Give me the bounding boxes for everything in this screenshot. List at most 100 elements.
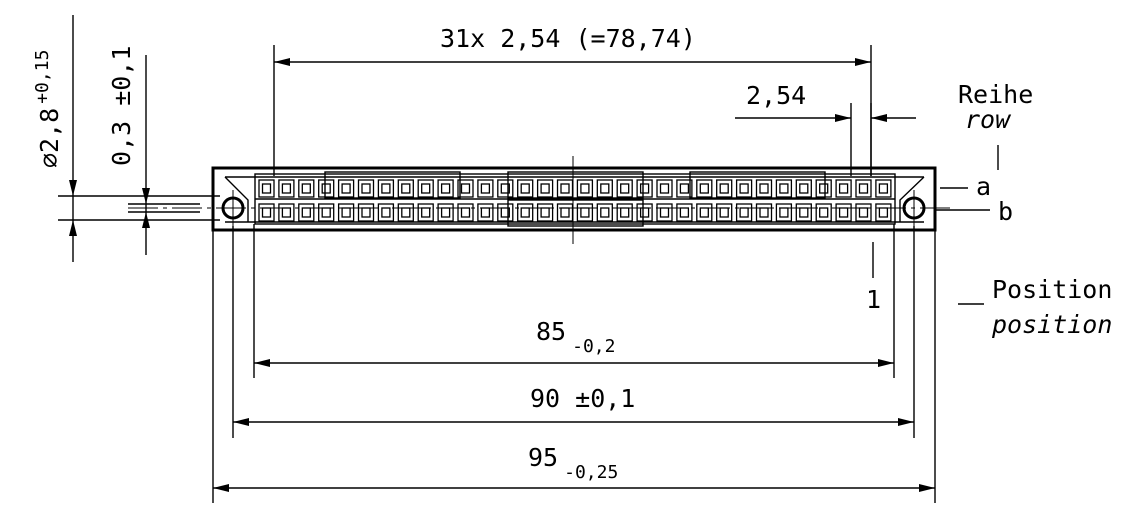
position-1-label: 1 [866,285,881,314]
dim-95-label: 95-0,25 [528,443,618,483]
contact-cell [775,179,793,198]
contact-pin [620,183,630,194]
contact-pin [838,207,849,218]
contact-pin [460,207,471,218]
contact-cell [278,203,295,222]
center-lines [128,156,950,244]
contact-cell [855,179,872,198]
contact-pin [819,207,829,218]
contact-cell [377,179,395,198]
contact-pin [361,207,371,218]
contact-pin [699,207,709,218]
contact-cell [855,203,872,222]
contact-cell [298,179,315,198]
contact-pin [421,207,431,218]
contact-pin [580,207,590,218]
connector-body [211,166,937,232]
contact-pin [878,207,889,218]
contact-pin [401,207,411,218]
contact-cell [278,179,295,198]
contact-cell [477,203,494,222]
dimension-85: 85-0,2 [253,224,895,378]
contact-cell [656,203,673,222]
contact-cell [696,179,713,198]
contact-cell [517,179,534,198]
contact-cell [835,203,852,222]
contact-pin [321,207,331,218]
dimension-pitch-total: 31x 2,54 (=78,74) [273,24,872,176]
contact-pin [858,183,869,194]
contact-cell [795,203,812,222]
position-label-de: Position [992,275,1112,304]
contact-pin [480,207,491,218]
contact-cell [815,203,832,222]
contact-pin [361,183,371,194]
contact-cell [397,203,414,222]
contact-cell [716,179,733,198]
contact-pin [281,183,292,194]
dim-90-label: 90 ±0,1 [530,384,635,413]
contact-cell [556,203,574,222]
contact-pin [659,207,670,218]
row-a-label: a [976,172,991,201]
contact-cell [636,179,653,198]
contact-pin [759,207,769,218]
contact-pin [560,183,570,194]
contact-cell [318,203,335,222]
contact-pin [381,207,391,218]
row-b-label: b [998,197,1013,226]
contact-cell [457,203,474,222]
dim-85-label: 85-0,2 [536,317,615,357]
position-label-en: position [991,310,1112,339]
contact-cell [357,179,375,198]
contact-pin [480,183,491,194]
dimension-offset: 0,3 ±0,1 [107,46,200,255]
contact-pin [580,183,590,194]
offset-label: 0,3 ±0,1 [107,46,136,166]
contact-cell [596,203,613,222]
contact-pin [440,207,451,218]
contact-pin [799,207,809,218]
contact-pin [261,207,272,218]
pitch-total-label: 31x 2,54 (=78,74) [440,24,696,53]
row-label-de: Reihe [958,80,1033,109]
contact-cell [616,203,633,222]
contact-cell [636,203,653,222]
contact-cell [497,179,514,198]
position-labels: 1 Position position [866,242,1112,339]
contact-array [258,179,892,222]
dimension-90: 90 ±0,1 [232,226,915,438]
contact-cell [437,203,454,222]
contact-cell [835,179,852,198]
contact-pin [321,183,331,194]
row-labels: Reihe row a b [935,80,1033,226]
contact-cell [596,179,613,198]
dimension-95: 95-0,25 [212,230,936,503]
contact-pin [639,183,650,194]
contact-pin [739,207,749,218]
contact-pin [301,207,311,218]
contact-cell [676,203,693,222]
contact-pin [779,183,789,194]
contact-pin [600,183,610,194]
contact-cell [735,179,753,198]
contact-cell [875,203,892,222]
contact-cell [616,179,633,198]
contact-cell [377,203,395,222]
dimension-hole-diameter: ⌀2,8+0,15 [32,15,220,262]
contact-cell [357,203,375,222]
contact-pin [281,207,292,218]
contact-cell [696,203,713,222]
contact-pin [301,183,311,194]
contact-pin [659,183,670,194]
contact-cell [755,179,773,198]
contact-pin [261,183,272,194]
contact-pin [520,183,530,194]
contact-cell [497,203,514,222]
contact-cell [576,203,594,222]
contact-pin [639,207,650,218]
contact-pin [341,183,351,194]
contact-pin [858,207,869,218]
contact-pin [560,207,570,218]
contact-pin [739,183,749,194]
